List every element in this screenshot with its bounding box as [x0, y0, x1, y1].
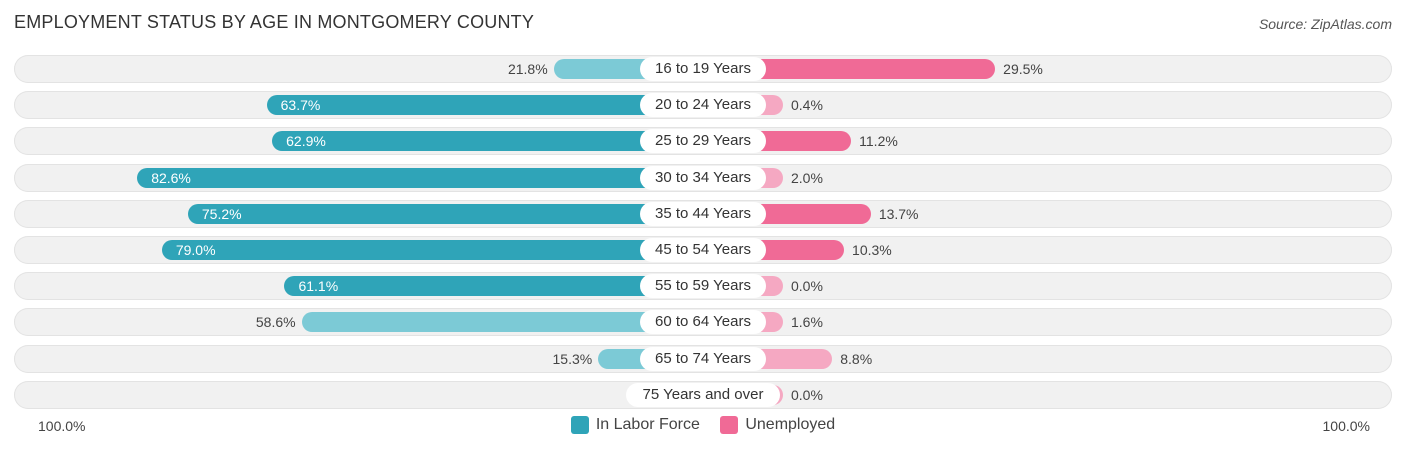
chart-source: Source: ZipAtlas.com — [1258, 16, 1392, 32]
category-label: 75 Years and over — [626, 382, 780, 407]
category-label: 65 to 74 Years — [640, 346, 766, 371]
category-label: 60 to 64 Years — [640, 310, 766, 335]
axis-left-label: 100.0% — [38, 418, 86, 434]
value-label-unemployed: 13.7% — [878, 205, 919, 222]
legend: In Labor Force Unemployed — [0, 416, 1406, 439]
value-label-unemployed: 0.4% — [791, 97, 823, 114]
value-label-labor-force: 62.9% — [286, 133, 326, 150]
axis-right-label: 100.0% — [1322, 418, 1370, 434]
value-label-unemployed: 1.6% — [791, 314, 823, 331]
bar-labor-force[interactable] — [272, 131, 703, 152]
category-label: 30 to 34 Years — [640, 165, 766, 190]
value-label-labor-force: 15.3% — [552, 350, 593, 367]
category-label: 45 to 54 Years — [640, 238, 766, 262]
value-label-labor-force: 82.6% — [151, 169, 191, 186]
category-label: 16 to 19 Years — [640, 57, 766, 81]
category-label: 55 to 59 Years — [640, 274, 766, 299]
legend-item-labor[interactable]: In Labor Force — [570, 416, 700, 434]
bar-labor-force[interactable] — [266, 95, 703, 116]
legend-swatch-labor — [570, 416, 589, 434]
legend-swatch-unemployed — [720, 416, 739, 434]
value-label-labor-force: 63.7% — [280, 97, 321, 114]
legend-label-unemployed: Unemployed — [745, 416, 836, 433]
bar-labor-force[interactable] — [137, 167, 703, 188]
value-label-unemployed: 8.8% — [840, 350, 873, 367]
value-label-labor-force: 58.6% — [255, 314, 296, 331]
value-label-unemployed: 2.0% — [791, 169, 823, 186]
value-label-unemployed: 29.5% — [1003, 61, 1043, 77]
value-label-labor-force: 21.8% — [507, 61, 548, 77]
value-label-labor-force: 61.1% — [298, 278, 339, 295]
bar-labor-force[interactable] — [161, 240, 703, 260]
value-label-labor-force: 79.0% — [175, 242, 216, 258]
value-label-unemployed: 0.0% — [791, 278, 823, 295]
value-label-unemployed: 10.3% — [852, 242, 892, 258]
value-label-unemployed: 0.0% — [791, 386, 823, 403]
category-label: 20 to 24 Years — [640, 93, 766, 118]
legend-label-labor: In Labor Force — [595, 416, 700, 433]
bar-labor-force[interactable] — [187, 203, 703, 224]
bar-unemployed[interactable] — [703, 59, 996, 79]
value-label-unemployed: 11.2% — [859, 133, 898, 150]
value-label-labor-force: 75.2% — [201, 205, 242, 222]
bar-labor-force[interactable] — [301, 312, 703, 333]
category-label: 35 to 44 Years — [640, 201, 766, 226]
legend-item-unemployed[interactable]: Unemployed — [720, 416, 835, 434]
category-label: 25 to 29 Years — [640, 129, 766, 154]
bar-labor-force[interactable] — [284, 276, 703, 297]
chart-title: EMPLOYMENT STATUS BY AGE IN MONTGOMERY C… — [14, 12, 535, 32]
